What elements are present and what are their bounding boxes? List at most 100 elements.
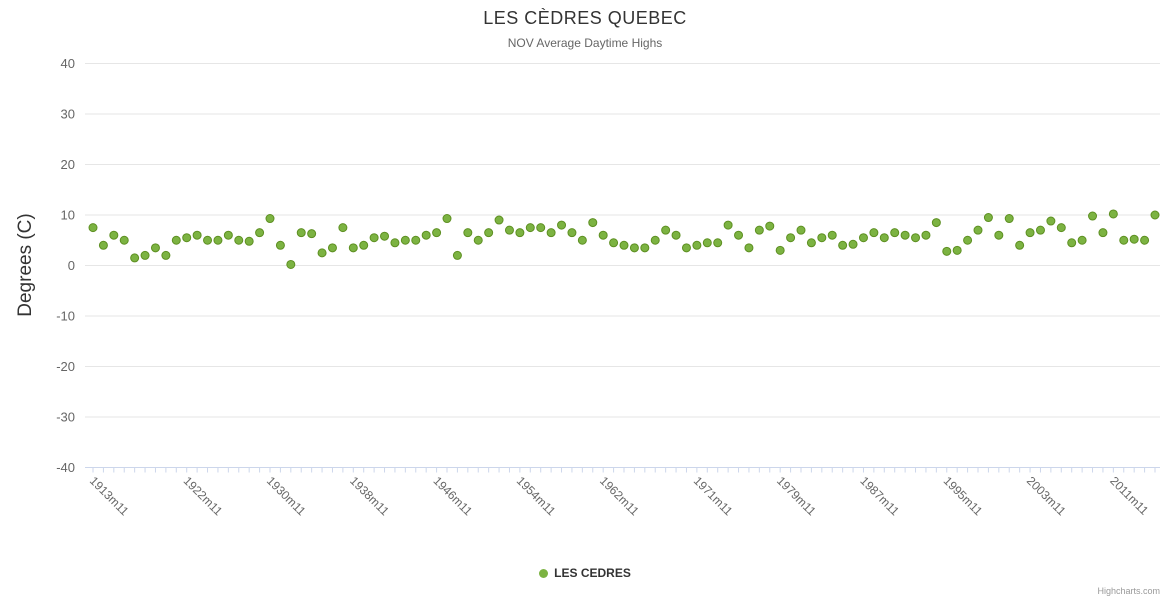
data-point[interactable] xyxy=(203,235,213,245)
data-point[interactable] xyxy=(359,240,369,250)
data-point[interactable] xyxy=(432,228,442,238)
data-point[interactable] xyxy=(702,238,712,248)
data-point[interactable] xyxy=(567,228,577,238)
data-point[interactable] xyxy=(161,250,171,260)
data-point[interactable] xyxy=(255,228,265,238)
data-point[interactable] xyxy=(1004,214,1014,224)
data-point[interactable] xyxy=(1088,211,1098,221)
data-point[interactable] xyxy=(858,233,868,243)
data-point[interactable] xyxy=(400,235,410,245)
data-point[interactable] xyxy=(286,259,296,269)
data-point[interactable] xyxy=(88,223,98,233)
data-point[interactable] xyxy=(1098,228,1108,238)
data-point[interactable] xyxy=(640,243,650,253)
data-point[interactable] xyxy=(244,236,254,246)
data-point[interactable] xyxy=(265,214,275,224)
data-point[interactable] xyxy=(1015,240,1025,250)
data-point[interactable] xyxy=(525,223,535,233)
data-point[interactable] xyxy=(119,235,129,245)
data-point[interactable] xyxy=(754,225,764,235)
data-point[interactable] xyxy=(994,230,1004,240)
data-point[interactable] xyxy=(848,239,858,249)
data-point[interactable] xyxy=(140,250,150,260)
legend-item[interactable]: LES CEDRES xyxy=(0,566,1170,580)
data-point[interactable] xyxy=(130,253,140,263)
data-point[interactable] xyxy=(963,235,973,245)
data-point[interactable] xyxy=(900,230,910,240)
data-point[interactable] xyxy=(317,248,327,258)
data-point[interactable] xyxy=(557,220,567,230)
data-point[interactable] xyxy=(869,228,879,238)
data-point[interactable] xyxy=(1067,238,1077,248)
data-point[interactable] xyxy=(234,235,244,245)
data-point[interactable] xyxy=(588,218,598,228)
data-point[interactable] xyxy=(806,238,816,248)
data-point[interactable] xyxy=(1108,209,1118,219)
data-point[interactable] xyxy=(692,240,702,250)
data-point[interactable] xyxy=(942,246,952,256)
data-point[interactable] xyxy=(681,243,691,253)
data-point[interactable] xyxy=(421,230,431,240)
data-point[interactable] xyxy=(1150,210,1160,220)
data-point[interactable] xyxy=(494,215,504,225)
data-point[interactable] xyxy=(661,225,671,235)
data-point[interactable] xyxy=(213,235,223,245)
data-point[interactable] xyxy=(1119,235,1129,245)
data-point[interactable] xyxy=(775,245,785,255)
data-point[interactable] xyxy=(619,240,629,250)
data-point[interactable] xyxy=(911,233,921,243)
data-point[interactable] xyxy=(827,230,837,240)
data-point[interactable] xyxy=(463,228,473,238)
data-point[interactable] xyxy=(390,238,400,248)
data-point[interactable] xyxy=(98,240,108,250)
data-point[interactable] xyxy=(890,228,900,238)
data-point[interactable] xyxy=(609,238,619,248)
data-point[interactable] xyxy=(796,225,806,235)
data-point[interactable] xyxy=(546,228,556,238)
data-point[interactable] xyxy=(109,230,119,240)
data-point[interactable] xyxy=(452,250,462,260)
data-point[interactable] xyxy=(223,230,233,240)
data-point[interactable] xyxy=(411,235,421,245)
data-point[interactable] xyxy=(952,245,962,255)
data-point[interactable] xyxy=(150,243,160,253)
data-point[interactable] xyxy=(921,230,931,240)
data-point[interactable] xyxy=(192,230,202,240)
data-point[interactable] xyxy=(838,240,848,250)
data-point[interactable] xyxy=(713,238,723,248)
credits-link[interactable]: Highcharts.com xyxy=(1097,586,1160,596)
data-point[interactable] xyxy=(275,240,285,250)
data-point[interactable] xyxy=(765,221,775,231)
data-point[interactable] xyxy=(296,228,306,238)
data-point[interactable] xyxy=(1035,225,1045,235)
data-point[interactable] xyxy=(817,233,827,243)
data-point[interactable] xyxy=(983,213,993,223)
data-point[interactable] xyxy=(515,228,525,238)
data-point[interactable] xyxy=(598,230,608,240)
data-point[interactable] xyxy=(536,223,546,233)
data-point[interactable] xyxy=(380,231,390,241)
data-point[interactable] xyxy=(1046,216,1056,226)
data-point[interactable] xyxy=(723,220,733,230)
data-point[interactable] xyxy=(369,233,379,243)
data-point[interactable] xyxy=(307,229,317,239)
data-point[interactable] xyxy=(1140,235,1150,245)
data-point[interactable] xyxy=(879,233,889,243)
data-point[interactable] xyxy=(484,228,494,238)
data-point[interactable] xyxy=(338,223,348,233)
data-point[interactable] xyxy=(473,235,483,245)
data-point[interactable] xyxy=(182,233,192,243)
data-point[interactable] xyxy=(1056,223,1066,233)
data-point[interactable] xyxy=(744,243,754,253)
data-point[interactable] xyxy=(442,214,452,224)
data-point[interactable] xyxy=(327,243,337,253)
data-point[interactable] xyxy=(973,225,983,235)
data-point[interactable] xyxy=(650,235,660,245)
data-point[interactable] xyxy=(734,230,744,240)
data-point[interactable] xyxy=(577,235,587,245)
data-point[interactable] xyxy=(1077,235,1087,245)
data-point[interactable] xyxy=(786,233,796,243)
data-point[interactable] xyxy=(629,243,639,253)
data-point[interactable] xyxy=(931,218,941,228)
data-point[interactable] xyxy=(671,230,681,240)
